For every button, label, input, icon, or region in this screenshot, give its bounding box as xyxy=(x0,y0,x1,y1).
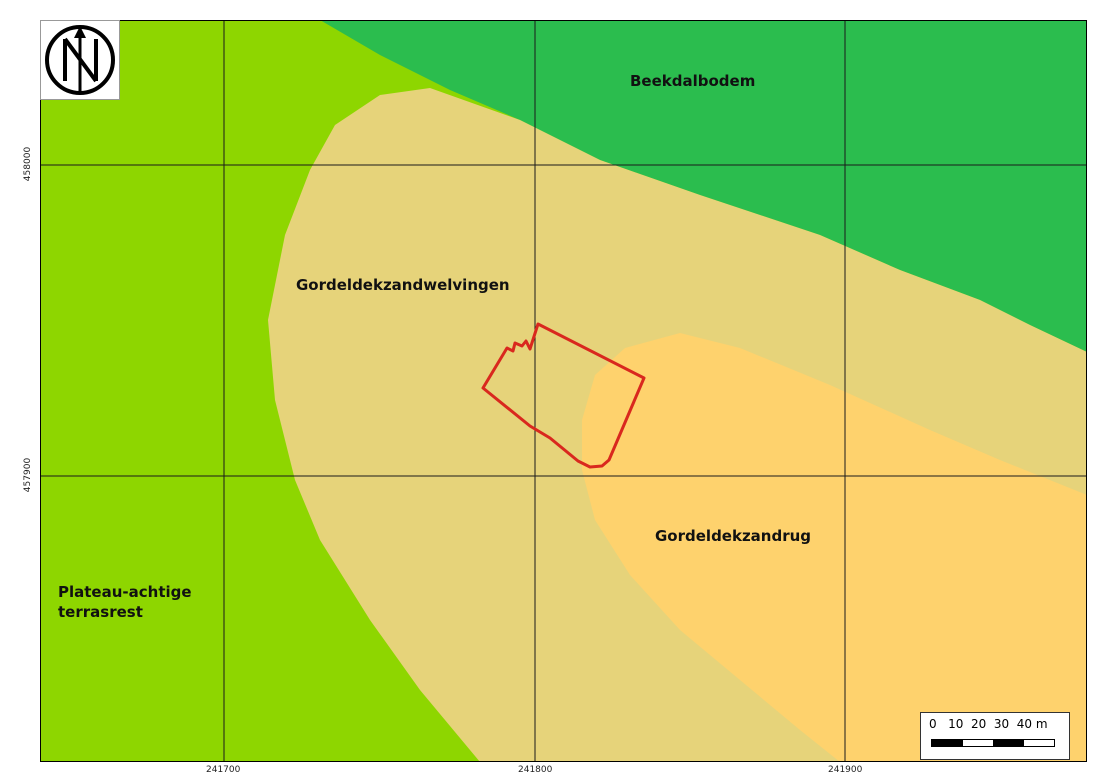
gordeldekzandrug-label: Gordeldekzandrug xyxy=(655,527,812,545)
beekdalbodem-area xyxy=(320,20,1087,352)
map-border xyxy=(40,20,1087,762)
x-tick-241900: 241900 xyxy=(828,765,863,775)
plateau-label-line1: Plateau-achtige xyxy=(58,583,192,601)
gordeldekzandrug-area xyxy=(582,333,1087,762)
north-arrow-icon xyxy=(45,25,115,95)
x-tick-241700: 241700 xyxy=(206,765,241,775)
plateau-label-line2: terrasrest xyxy=(58,603,143,621)
study-area-outline xyxy=(481,322,646,469)
scale-bar: 0 10 20 30 40 m xyxy=(920,712,1070,760)
y-tick-458000: 458000 xyxy=(23,146,33,182)
x-tick-241800: 241800 xyxy=(518,765,553,775)
gordeldekzandwelvingen-label: Gordeldekzandwelvingen xyxy=(296,276,510,294)
north-arrow xyxy=(40,20,120,100)
coordinate-grid xyxy=(40,20,1087,762)
beekdalbodem-label: Beekdalbodem xyxy=(630,72,756,90)
scale-bar-graphic xyxy=(931,739,1055,747)
y-tick-457900: 457900 xyxy=(23,457,33,493)
scale-bar-labels: 0 10 20 30 40 m xyxy=(929,717,1048,731)
